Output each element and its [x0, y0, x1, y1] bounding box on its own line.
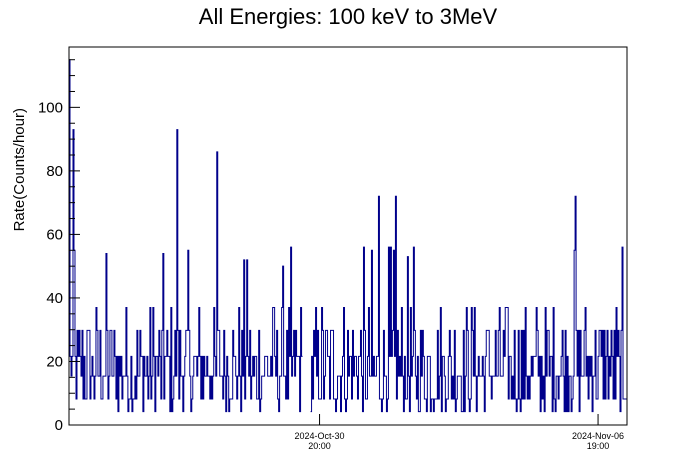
plot-area: [69, 59, 627, 413]
y-tick-label: 20: [46, 353, 63, 370]
y-tick-label: 100: [38, 99, 63, 116]
series-line-rate: [69, 59, 627, 413]
chart-title: All Energies: 100 keV to 3MeV: [199, 4, 498, 29]
y-axis: 0 20 40 60 80 100: [38, 59, 80, 434]
y-axis-label: Rate(Counts/hour): [11, 108, 28, 231]
x-tick-label-time: 19:00: [587, 441, 610, 451]
y-tick-label: 40: [46, 290, 63, 307]
x-tick-label-date: 2024-Oct-30: [295, 431, 345, 441]
plot-frame: [68, 46, 628, 426]
x-tick-label-time: 20:00: [308, 441, 331, 451]
x-tick-label-date: 2024-Nov-06: [572, 431, 624, 441]
y-tick-label: 0: [55, 417, 63, 434]
y-tick-label: 60: [46, 226, 63, 243]
y-tick-label: 80: [46, 163, 63, 180]
